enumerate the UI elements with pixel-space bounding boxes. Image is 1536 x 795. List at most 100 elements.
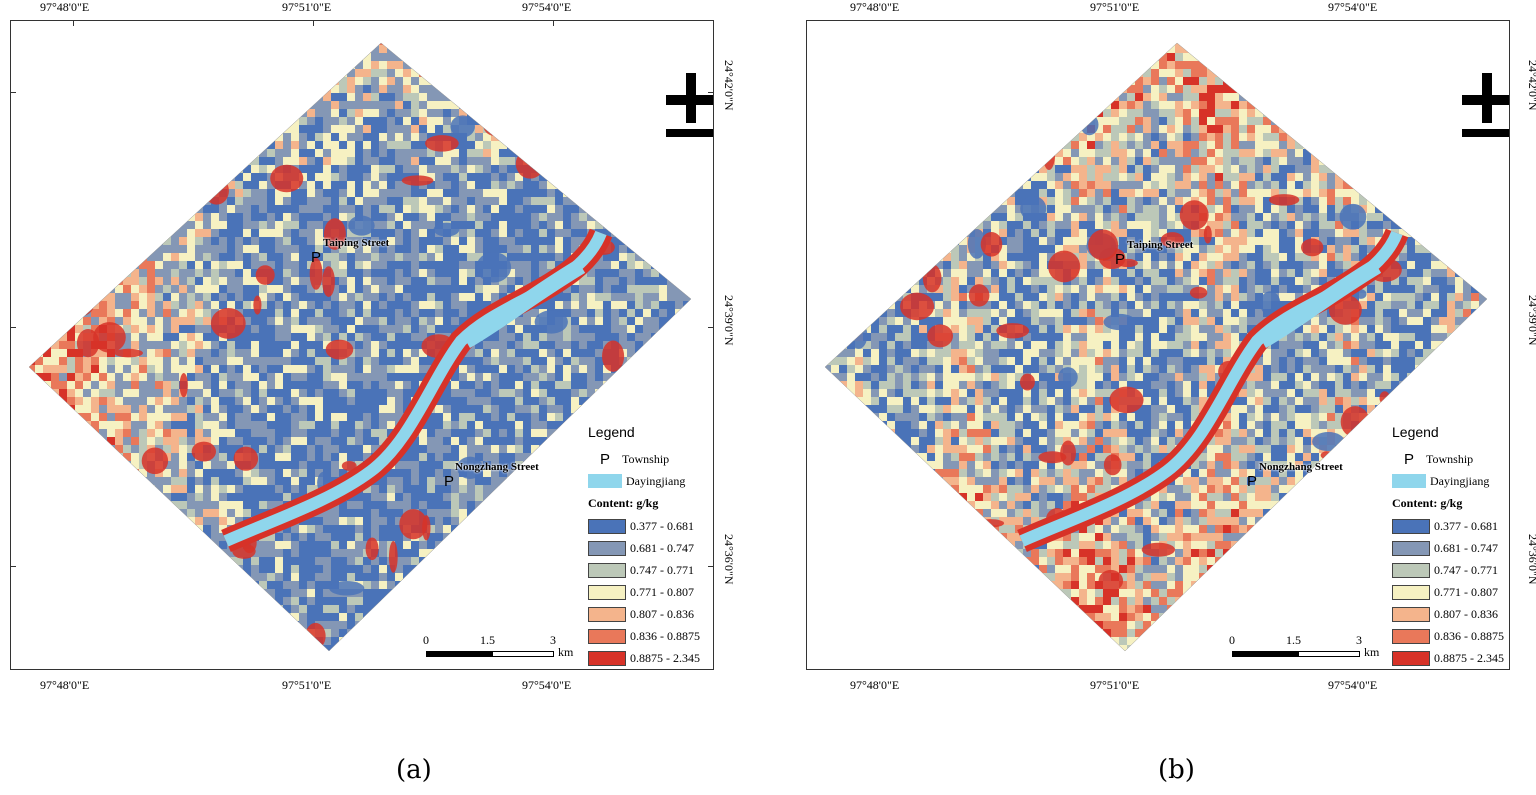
legend-river-label: Dayingjiang bbox=[1430, 473, 1490, 488]
legend-class-row: 0.681 - 0.747 bbox=[588, 537, 718, 559]
legend-classes: 0.377 - 0.681 0.681 - 0.747 0.747 - 0.771 0… bbox=[1392, 515, 1522, 669]
township-label-nongzhang: Nongzhang Street bbox=[455, 461, 539, 473]
legend-content-title: Content: g/kg bbox=[588, 496, 659, 510]
legend-class-row: 0.836 - 0.8875 bbox=[1392, 625, 1522, 647]
legend-class-row: 0.807 - 0.836 bbox=[588, 603, 718, 625]
legend-class-label: 0.807 - 0.836 bbox=[630, 606, 694, 621]
legend-class-row: 0.681 - 0.747 bbox=[1392, 537, 1522, 559]
map-frame: Taiping Street P Nongzhang Street P bbox=[10, 20, 714, 670]
legend-class-label: 0.8875 - 2.345 bbox=[1434, 650, 1504, 665]
right-coord-1: 24°42'0"N bbox=[1526, 60, 1536, 111]
bottom-coord-3: 97°54'0"E bbox=[522, 678, 572, 692]
top-coord-3: 97°54'0"E bbox=[1328, 0, 1378, 14]
scale-label-1: 1.5 bbox=[480, 633, 495, 647]
legend-class-row: 0.836 - 0.8875 bbox=[588, 625, 718, 647]
river-swatch-icon bbox=[588, 474, 622, 488]
legend-classes: 0.377 - 0.681 0.681 - 0.747 0.747 - 0.771 0… bbox=[588, 515, 718, 669]
legend-class-label: 0.377 - 0.681 bbox=[630, 518, 694, 533]
township-label-taiping: Taiping Street bbox=[1127, 239, 1194, 251]
right-coord-2: 24°39'0"N bbox=[722, 295, 736, 346]
scale-label-0: 0 bbox=[1229, 633, 1235, 647]
north-arrow-icon bbox=[666, 71, 713, 141]
legend-class-row: 0.8875 - 2.345 bbox=[588, 647, 718, 669]
township-symbol-icon: P bbox=[599, 450, 610, 468]
scale-label-0: 0 bbox=[423, 633, 429, 647]
bottom-coord-3: 97°54'0"E bbox=[1328, 678, 1378, 692]
legend-swatch bbox=[1392, 628, 1430, 644]
river-swatch-icon bbox=[1392, 474, 1426, 488]
legend-class-row: 0.771 - 0.807 bbox=[588, 581, 718, 603]
bottom-coord-2: 97°51'0"E bbox=[282, 678, 332, 692]
township-marker-taiping: P bbox=[1115, 251, 1126, 268]
legend-content-title: Content: g/kg bbox=[1392, 496, 1463, 510]
top-coord-3: 97°54'0"E bbox=[522, 0, 572, 14]
soil-content-map bbox=[28, 42, 692, 652]
legend-township-label: Township bbox=[622, 451, 670, 466]
legend-class-label: 0.807 - 0.836 bbox=[1434, 606, 1498, 621]
township-marker-taiping: P bbox=[311, 249, 322, 266]
township-label-nongzhang: Nongzhang Street bbox=[1259, 461, 1343, 473]
right-coord-1: 24°42'0"N bbox=[722, 60, 736, 111]
township-label-taiping: Taiping Street bbox=[323, 237, 390, 249]
legend-class-row: 0.807 - 0.836 bbox=[1392, 603, 1522, 625]
scale-label-1: 1.5 bbox=[1286, 633, 1301, 647]
scale-bar: 0 1.5 3 km bbox=[420, 633, 600, 663]
top-coord-2: 97°51'0"E bbox=[282, 0, 332, 14]
legend-class-row: 0.8875 - 2.345 bbox=[1392, 647, 1522, 669]
legend-swatch bbox=[588, 650, 626, 666]
legend-swatch bbox=[1392, 650, 1430, 666]
legend-swatch bbox=[1392, 518, 1430, 534]
top-coord-1: 97°48'0"E bbox=[850, 0, 900, 14]
legend-township-label: Township bbox=[1426, 451, 1474, 466]
map-legend: Legend P Township Dayingjiang Content: g… bbox=[588, 424, 718, 669]
right-coord-3: 24°36'0"N bbox=[1526, 534, 1536, 585]
scale-label-2: 3 bbox=[550, 633, 556, 647]
legend-swatch bbox=[588, 540, 626, 556]
right-coord-3: 24°36'0"N bbox=[722, 534, 736, 585]
legend-class-label: 0.8875 - 2.345 bbox=[630, 650, 700, 665]
legend-title: Legend bbox=[588, 424, 635, 440]
panel-caption: (b) bbox=[1158, 755, 1195, 785]
bottom-coord-1: 97°48'0"E bbox=[40, 678, 90, 692]
township-marker-nongzhang: P bbox=[1247, 473, 1258, 490]
legend-class-label: 0.747 - 0.771 bbox=[630, 562, 694, 577]
legend-swatch bbox=[1392, 606, 1430, 622]
north-arrow-icon bbox=[1462, 71, 1509, 141]
bottom-coord-2: 97°51'0"E bbox=[1090, 678, 1140, 692]
legend-class-row: 0.377 - 0.681 bbox=[1392, 515, 1522, 537]
legend-class-row: 0.377 - 0.681 bbox=[588, 515, 718, 537]
township-marker-nongzhang: P bbox=[444, 473, 455, 490]
map-panel-a: 97°48'0"E 97°51'0"E 97°54'0"E Taiping St… bbox=[0, 0, 760, 795]
map-legend: Legend P Township Dayingjiang Content: g… bbox=[1392, 424, 1522, 669]
top-coord-1: 97°48'0"E bbox=[40, 0, 90, 14]
soil-content-map bbox=[824, 42, 1488, 652]
legend-class-label: 0.771 - 0.807 bbox=[1434, 584, 1498, 599]
legend-swatch bbox=[588, 628, 626, 644]
legend-swatch bbox=[1392, 540, 1430, 556]
legend-class-label: 0.377 - 0.681 bbox=[1434, 518, 1498, 533]
legend-swatch bbox=[1392, 562, 1430, 578]
legend-class-label: 0.836 - 0.8875 bbox=[630, 628, 700, 643]
legend-river-label: Dayingjiang bbox=[626, 473, 686, 488]
legend-swatch bbox=[1392, 584, 1430, 600]
map-panel-b: 97°48'0"E 97°51'0"E 97°54'0"E Taiping St… bbox=[776, 0, 1536, 795]
scale-unit: km bbox=[558, 645, 574, 659]
bottom-coord-1: 97°48'0"E bbox=[850, 678, 900, 692]
top-coord-2: 97°51'0"E bbox=[1090, 0, 1140, 14]
map-frame: Taiping Street P Nongzhang Street P bbox=[806, 20, 1510, 670]
scale-label-2: 3 bbox=[1356, 633, 1362, 647]
legend-swatch bbox=[588, 562, 626, 578]
legend-class-row: 0.747 - 0.771 bbox=[1392, 559, 1522, 581]
legend-class-label: 0.681 - 0.747 bbox=[630, 540, 694, 555]
legend-class-label: 0.681 - 0.747 bbox=[1434, 540, 1498, 555]
legend-swatch bbox=[588, 584, 626, 600]
legend-class-row: 0.747 - 0.771 bbox=[588, 559, 718, 581]
legend-class-label: 0.747 - 0.771 bbox=[1434, 562, 1498, 577]
scale-bar: 0 1.5 3 km bbox=[1226, 633, 1406, 663]
legend-class-row: 0.771 - 0.807 bbox=[1392, 581, 1522, 603]
legend-swatch bbox=[588, 518, 626, 534]
legend-class-label: 0.836 - 0.8875 bbox=[1434, 628, 1504, 643]
legend-class-label: 0.771 - 0.807 bbox=[630, 584, 694, 599]
right-coord-2: 24°39'0"N bbox=[1526, 295, 1536, 346]
scale-unit: km bbox=[1364, 645, 1380, 659]
